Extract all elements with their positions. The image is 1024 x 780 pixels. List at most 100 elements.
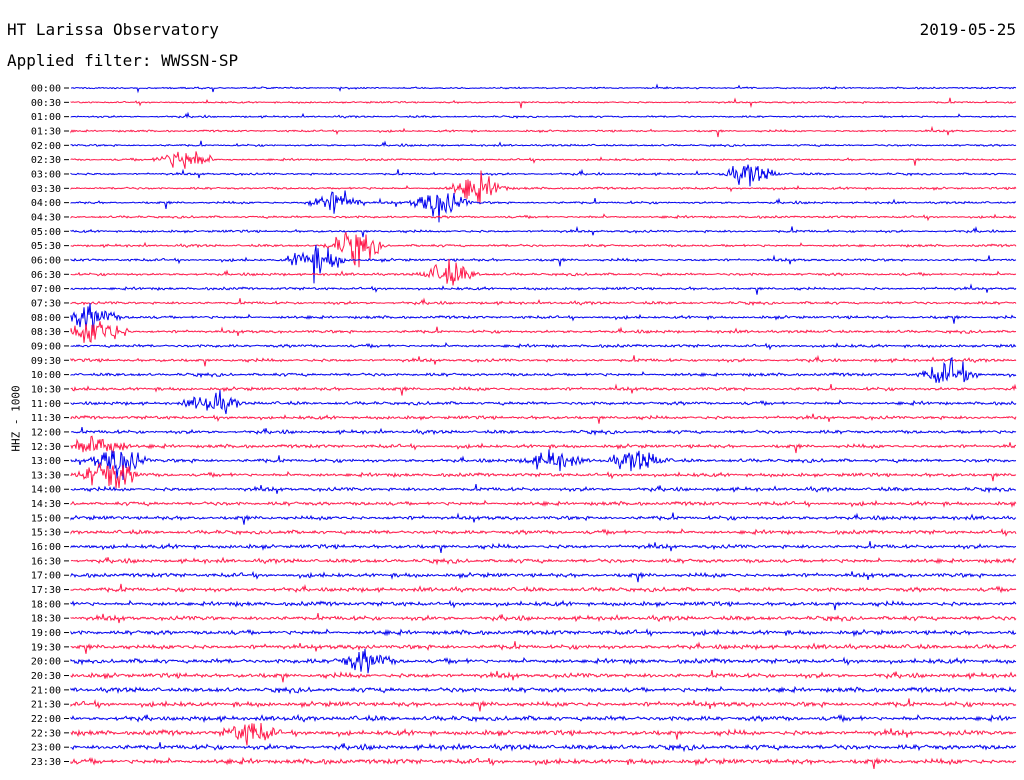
time-tick-label: 20:30 (31, 671, 61, 682)
time-tick-label: 04:30 (31, 212, 61, 223)
seismic-trace-row (70, 599, 1017, 611)
time-tick-label: 06:00 (31, 255, 61, 266)
time-tick-label: 14:00 (31, 485, 61, 496)
time-tick-label: 17:00 (31, 571, 61, 582)
seismic-trace-row (70, 341, 1017, 351)
time-tick-label: 19:30 (31, 642, 61, 653)
seismic-trace-row (70, 413, 1017, 424)
seismic-trace-row (70, 151, 1017, 169)
time-tick-label: 03:30 (31, 184, 61, 195)
time-tick-label: 10:00 (31, 370, 61, 381)
time-tick-label: 03:00 (31, 169, 61, 180)
time-tick-label: 08:00 (31, 313, 61, 324)
time-tick-label: 22:30 (31, 728, 61, 739)
time-tick-label: 07:00 (31, 284, 61, 295)
seismic-trace-row (70, 685, 1017, 695)
time-tick-label: 02:00 (31, 141, 61, 152)
time-tick-label: 05:30 (31, 241, 61, 252)
seismic-trace-row (70, 499, 1017, 508)
seismic-trace-row (70, 164, 1017, 187)
seismic-trace-row (70, 170, 1017, 205)
time-tick-label: 18:00 (31, 599, 61, 610)
seismic-trace-row (70, 357, 1017, 383)
time-tick-label: 07:30 (31, 298, 61, 309)
time-tick-label: 22:00 (31, 714, 61, 725)
time-tick-label: 15:30 (31, 528, 61, 539)
time-tick-label: 00:00 (31, 84, 61, 95)
filter-label: Applied filter: WWSSN-SP (7, 51, 239, 70)
time-tick-label: 11:30 (31, 413, 61, 424)
seismic-trace-row (70, 297, 1017, 307)
seismic-trace-row (70, 527, 1017, 537)
seismic-trace-row (70, 612, 1017, 624)
time-tick-label: 00:30 (31, 98, 61, 109)
time-tick-label: 08:30 (31, 327, 61, 338)
time-tick-label: 23:00 (31, 743, 61, 754)
time-tick-label: 18:30 (31, 614, 61, 625)
seismic-trace-row (70, 303, 1016, 331)
station-title: HT Larissa Observatory (7, 20, 219, 39)
seismic-trace-row (70, 463, 1017, 489)
seismic-trace-row (70, 111, 1017, 119)
seismic-trace-row (70, 244, 1017, 284)
time-tick-label: 19:00 (31, 628, 61, 639)
seismic-trace-row (70, 713, 1017, 723)
time-tick-label: 12:30 (31, 442, 61, 453)
time-tick-label: 09:30 (31, 356, 61, 367)
time-tick-label: 17:30 (31, 585, 61, 596)
seismic-trace-row (70, 641, 1017, 654)
time-tick-label: 21:30 (31, 700, 61, 711)
seismic-trace-row (70, 390, 1017, 415)
seismic-trace-row (70, 426, 1017, 436)
seismic-trace-row (70, 583, 1017, 594)
seismic-trace-row (70, 97, 1017, 109)
seismic-trace-row (70, 321, 1017, 343)
seismic-trace-row (70, 283, 1017, 295)
seismic-trace-row (70, 435, 1016, 454)
seismic-trace-row (70, 512, 1017, 525)
seismic-trace-row (70, 698, 1017, 712)
seismic-trace-row (70, 670, 1017, 683)
time-tick-label: 16:30 (31, 556, 61, 567)
time-tick-label: 14:30 (31, 499, 61, 510)
seismic-trace-row (70, 570, 1017, 583)
seismic-trace-row (70, 258, 1017, 286)
seismic-trace-row (70, 756, 1017, 769)
seismic-trace-row (70, 556, 1017, 566)
seismic-trace-row (70, 722, 1017, 746)
time-tick-label: 13:30 (31, 470, 61, 481)
time-tick-label: 11:00 (31, 399, 61, 410)
seismic-trace-row (70, 742, 1017, 753)
seismic-trace-row (70, 648, 1017, 674)
time-tick-label: 09:00 (31, 341, 61, 352)
seismic-trace-row (70, 213, 1017, 222)
time-tick-label: 01:00 (31, 112, 61, 123)
seismic-trace-row (70, 125, 1017, 138)
time-tick-label: 04:00 (31, 198, 61, 209)
time-tick-label: 06:30 (31, 270, 61, 281)
time-tick-label: 01:30 (31, 126, 61, 137)
seismic-trace-row (70, 140, 1017, 148)
seismic-trace-row (70, 483, 1016, 494)
time-tick-label: 21:00 (31, 685, 61, 696)
seismic-trace-row (70, 628, 1017, 638)
seismic-trace-row (70, 449, 1017, 481)
seismic-trace-row (70, 541, 1017, 553)
seismic-trace-row (71, 83, 1017, 94)
time-tick-label: 12:00 (31, 427, 61, 438)
time-tick-label: 23:30 (31, 757, 61, 768)
time-tick-label: 13:00 (31, 456, 61, 467)
seismic-trace-row (70, 231, 1017, 268)
seismic-trace-row (70, 190, 1017, 223)
time-tick-label: 15:00 (31, 513, 61, 524)
seismic-trace-row (70, 383, 1017, 396)
time-tick-label: 16:00 (31, 542, 61, 553)
seismic-trace-row (70, 354, 1017, 367)
time-tick-label: 05:00 (31, 227, 61, 238)
time-tick-label: 20:00 (31, 657, 61, 668)
time-tick-label: 02:30 (31, 155, 61, 166)
time-tick-label: 10:30 (31, 384, 61, 395)
record-date: 2019-05-25 (919, 20, 1016, 39)
seismic-trace-row (70, 225, 1017, 238)
